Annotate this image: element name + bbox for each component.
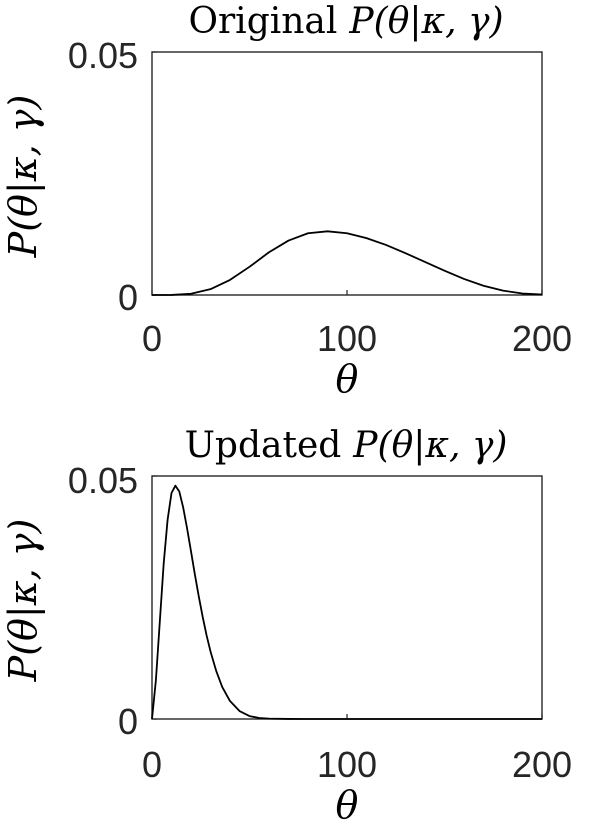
chart-updated-title: Updated P(θ|κ, γ) [185,425,508,466]
chart-original-series-line [151,230,543,296]
chart-original-plot-area [151,51,543,296]
chart-updated-x-ticks: 0 100 200 [142,714,572,785]
chart-updated-plot-area [151,475,543,720]
y-tick-label: 0 [118,701,138,742]
chart-original-x-axis-label: θ [336,357,359,401]
chart-updated-y-axis-label: P(θ|κ, γ) [1,519,45,683]
y-tick-label: 0.05 [68,460,138,501]
chart-updated-x-axis-label: θ [336,783,359,827]
x-tick-label: 200 [512,318,572,359]
chart-original: Original P(θ|κ, γ) 0 100 200 0 0.05 θ P(θ… [1,1,572,401]
y-tick-label: 0 [118,277,138,318]
chart-updated-y-ticks: 0 0.05 [68,460,157,742]
chart-updated-series-line [151,484,542,720]
y-tick-label: 0.05 [68,35,138,76]
x-tick-label: 0 [142,318,162,359]
chart-original-x-ticks: 0 100 200 [142,290,572,359]
x-tick-label: 0 [142,744,162,785]
x-tick-label: 100 [317,744,377,785]
chart-original-y-axis-label: P(θ|κ, γ) [1,95,45,259]
chart-updated: Updated P(θ|κ, γ) 0 100 200 0 0.05 θ P(θ|… [1,425,572,827]
x-tick-label: 100 [317,318,377,359]
chart-original-title: Original P(θ|κ, γ) [188,1,503,42]
chart-original-y-ticks: 0 0.05 [68,35,157,318]
x-tick-label: 200 [512,744,572,785]
